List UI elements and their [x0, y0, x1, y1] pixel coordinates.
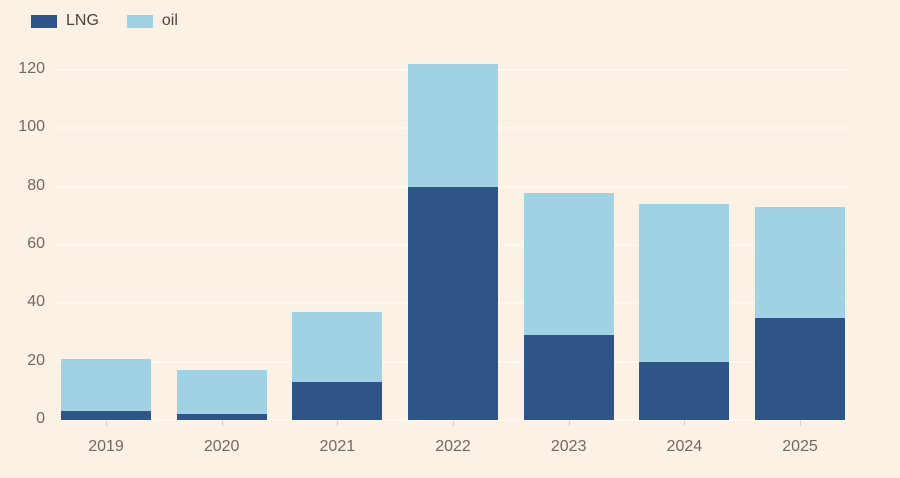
bar-segment-lng-2021 — [292, 382, 383, 420]
bar-segment-oil-2019 — [61, 358, 151, 412]
x-tick-label-2025: 2025 — [782, 438, 818, 455]
plot-area — [55, 0, 848, 421]
x-tick-mark — [221, 420, 223, 426]
x-tick-mark — [337, 420, 339, 426]
y-tick-label: 60 — [27, 235, 45, 252]
bar-2023 — [523, 0, 614, 420]
x-tick-mark — [800, 420, 802, 426]
bar-segment-oil-2022 — [408, 64, 498, 187]
legend-swatch-oil — [126, 14, 153, 28]
legend-swatch-lng — [31, 14, 57, 28]
y-tick-label: 40 — [27, 293, 45, 311]
x-tick-label-2020: 2020 — [203, 438, 240, 455]
x-tick-mark — [568, 420, 570, 426]
bar-segment-lng-2019 — [61, 411, 151, 420]
bar-segment-lng-2023 — [523, 335, 614, 420]
x-tick-mark — [453, 420, 454, 426]
bar-segment-oil-2024 — [639, 204, 730, 362]
bar-2025 — [755, 0, 846, 420]
bar-2021 — [292, 0, 383, 420]
legend-label-lng: LNG — [66, 12, 99, 29]
x-axis: 2019 2020 2021 2022 2023 2024 2025 — [55, 420, 848, 460]
bar-segment-oil-2023 — [523, 192, 614, 336]
bar-2019 — [61, 0, 151, 420]
y-tick-label: 120 — [18, 60, 45, 77]
bar-segment-oil-2020 — [176, 370, 267, 415]
y-tick-label: 100 — [18, 118, 45, 136]
bar-segment-oil-2025 — [755, 207, 846, 318]
bar-2024 — [639, 0, 730, 420]
gridline-0 — [55, 419, 848, 421]
chart-legend: LNG oil — [31, 12, 206, 30]
bar-2020 — [176, 0, 267, 420]
bar-segment-lng-2022 — [408, 186, 498, 420]
bar-2022 — [408, 0, 498, 420]
x-tick-label-2024: 2024 — [666, 438, 703, 455]
bar-segment-lng-2024 — [639, 361, 730, 420]
x-tick-label-2023: 2023 — [550, 438, 587, 455]
legend-item-lng: LNG — [31, 12, 99, 30]
x-tick-label-2021: 2021 — [319, 438, 356, 455]
x-tick-mark — [106, 420, 107, 426]
y-tick-label: 80 — [27, 176, 45, 194]
bar-segment-oil-2021 — [292, 312, 383, 383]
legend-label-oil: oil — [161, 12, 178, 29]
legend-item-oil: oil — [126, 12, 178, 30]
x-tick-mark — [684, 420, 686, 426]
y-tick-label: 20 — [27, 351, 45, 369]
x-tick-label-2019: 2019 — [88, 438, 124, 455]
y-axis: 0 20 40 60 80 100 120 — [0, 0, 45, 427]
bar-segment-lng-2020 — [176, 414, 267, 420]
x-tick-label-2022: 2022 — [435, 438, 471, 455]
bar-segment-lng-2025 — [755, 317, 846, 420]
y-tick-label: 0 — [36, 410, 45, 427]
